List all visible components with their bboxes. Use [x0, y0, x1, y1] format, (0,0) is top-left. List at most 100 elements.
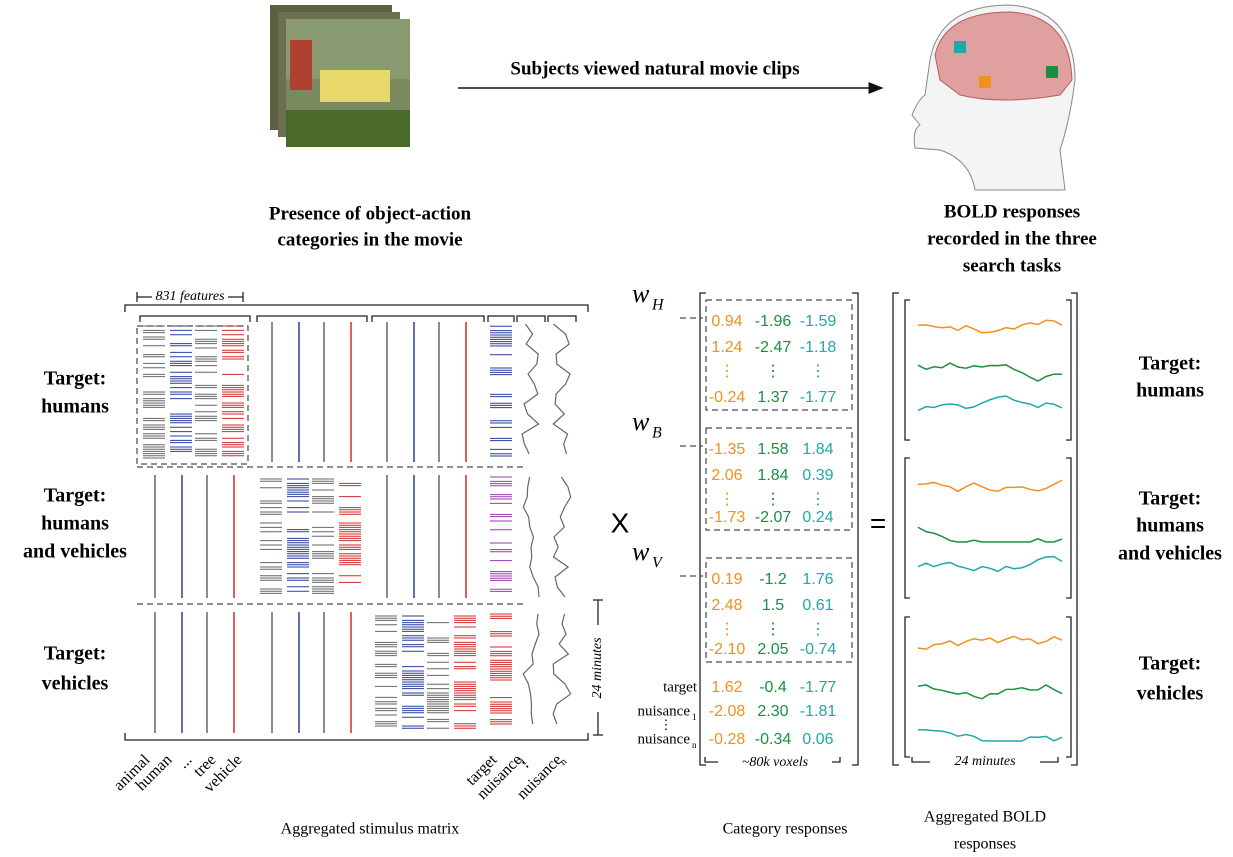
nuisance-trace — [553, 614, 570, 724]
weight-value: 1.76 — [802, 571, 833, 588]
weight-value: 0.19 — [711, 571, 742, 588]
bold-trace — [918, 730, 1062, 741]
caption: responses — [954, 836, 1016, 853]
weight-value: -1.59 — [800, 313, 837, 330]
bold-trace — [918, 527, 1062, 542]
ellipsis: ⋮ — [810, 363, 826, 380]
weight-label-sub: B — [652, 425, 662, 442]
weight-value: -1.81 — [800, 703, 837, 720]
weight-value: 1.37 — [757, 389, 788, 406]
weight-value: 0.94 — [711, 313, 742, 330]
task-label: and vehicles — [1118, 543, 1222, 565]
nuisance-trace — [523, 477, 539, 597]
weight-value: -2.10 — [709, 641, 746, 658]
task-label: humans — [41, 513, 109, 535]
nuisance-trace — [523, 614, 539, 724]
features-label: 831 features — [155, 289, 225, 304]
weight-value: -1.73 — [709, 509, 746, 526]
weight-value: 0.61 — [802, 597, 833, 614]
weight-value: -1.2 — [759, 571, 787, 588]
row-label-sub: 1 — [692, 712, 697, 722]
duration-label: 24 minutes — [590, 637, 605, 699]
weight-value: 2.30 — [757, 703, 788, 720]
bold-trace — [918, 363, 1062, 381]
task-label: humans — [1136, 515, 1204, 537]
ellipsis: ⋮ — [765, 491, 781, 508]
times-operator: X — [611, 507, 630, 538]
group-bracket — [488, 316, 576, 322]
weight-value: 2.06 — [711, 467, 742, 484]
ellipsis: ⋮ — [719, 491, 735, 508]
task-label: Target: — [44, 485, 107, 507]
ellipsis: ⋮ — [660, 717, 673, 732]
ellipsis: ⋮ — [719, 621, 735, 638]
weight-label-sub: V — [652, 555, 664, 572]
weight-value: 0.06 — [802, 731, 833, 748]
weight-value: 0.24 — [802, 509, 833, 526]
weight-value: -1.35 — [709, 441, 746, 458]
ellipsis: ⋮ — [765, 363, 781, 380]
weight-value: 2.48 — [711, 597, 742, 614]
heading: recorded in the three — [927, 228, 1097, 249]
weight-value: -1.96 — [755, 313, 792, 330]
nuisance-trace — [553, 324, 570, 454]
movie-frames — [270, 5, 410, 147]
task-bracket — [905, 458, 1071, 598]
nuisance-trace — [554, 477, 571, 597]
nuisance-trace — [522, 324, 539, 454]
weight-label: w — [632, 407, 650, 436]
weight-value: 0.39 — [802, 467, 833, 484]
group-bracket — [257, 316, 367, 322]
arrow-label: Subjects viewed natural movie clips — [510, 58, 799, 79]
row-label-sub: n — [692, 740, 697, 750]
equals-operator: = — [870, 507, 886, 538]
task-label: humans — [41, 396, 109, 418]
ellipsis: ⋮ — [765, 621, 781, 638]
caption: Category responses — [723, 821, 848, 838]
voxels-label: ~80k voxels — [742, 755, 809, 770]
weight-value: -1.77 — [800, 679, 837, 696]
bold-trace — [918, 320, 1062, 332]
row-label: target — [663, 679, 698, 695]
task-label: vehicles — [42, 673, 109, 695]
bold-trace — [918, 396, 1062, 410]
bold-trace — [918, 480, 1062, 491]
duration-label: 24 minutes — [954, 754, 1016, 769]
weight-value: -0.24 — [709, 389, 746, 406]
caption: Aggregated BOLD — [924, 809, 1046, 826]
weight-value: 1.24 — [711, 339, 742, 356]
weight-value: -0.4 — [759, 679, 787, 696]
task-label: and vehicles — [23, 541, 127, 563]
group-bracket — [140, 316, 250, 322]
weight-value: -2.08 — [709, 703, 746, 720]
figure: Subjects viewed natural movie clips Pres… — [0, 0, 1233, 857]
group-bracket — [372, 316, 484, 322]
weight-value: -2.47 — [755, 339, 792, 356]
head-model — [912, 5, 1075, 190]
weight-value: 1.84 — [757, 467, 788, 484]
task-label: Target: — [1139, 353, 1202, 375]
weight-value: 2.05 — [757, 641, 788, 658]
ellipsis: ⋮ — [719, 363, 735, 380]
task-label: Target: — [1139, 653, 1202, 675]
weight-label-sub: H — [651, 297, 665, 314]
heading: search tasks — [963, 255, 1061, 276]
weight-value: 1.62 — [711, 679, 742, 696]
caption: Aggregated stimulus matrix — [281, 821, 460, 838]
bold-trace — [918, 685, 1062, 699]
highlight-box — [137, 326, 248, 464]
bold-trace — [918, 557, 1062, 572]
task-label: Target: — [1139, 488, 1202, 510]
task-label: vehicles — [1137, 683, 1204, 705]
ellipsis: ⋮ — [810, 491, 826, 508]
task-label: Target: — [44, 643, 107, 665]
weight-value: -1.18 — [800, 339, 837, 356]
heading: Presence of object-action — [269, 203, 472, 224]
ellipsis: ⋮ — [810, 621, 826, 638]
weight-value: -0.74 — [800, 641, 837, 658]
row-label: nuisance — [638, 731, 691, 747]
weight-value: -0.28 — [709, 731, 746, 748]
weight-value: -1.77 — [800, 389, 837, 406]
task-label: Target: — [44, 368, 107, 390]
weight-value: 1.58 — [757, 441, 788, 458]
